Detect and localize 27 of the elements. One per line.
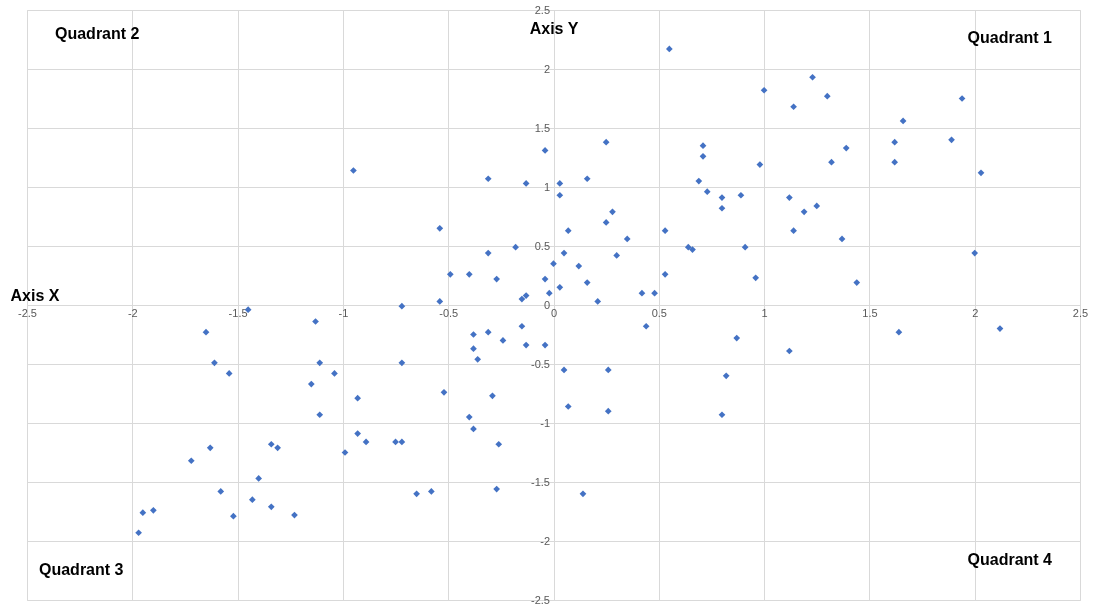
x-tick-label: 2.5 — [1072, 306, 1089, 319]
annotation: Quadrant 2 — [55, 25, 140, 42]
y-tick-label: 1.5 — [534, 121, 550, 134]
y-tick-label: -1 — [540, 416, 550, 429]
y-tick-label: 2.5 — [534, 3, 550, 16]
annotation: Quadrant 1 — [967, 29, 1053, 46]
y-tick-label: -2 — [540, 534, 550, 547]
annotation: Quadrant 4 — [967, 551, 1053, 568]
x-tick-label: -1 — [338, 306, 349, 319]
x-tick-label: 1.5 — [862, 306, 878, 319]
x-tick-label: -2.5 — [18, 306, 37, 319]
x-tick-label: 1 — [761, 306, 768, 319]
y-tick-label: -1.5 — [531, 475, 550, 488]
y-tick-label: 0 — [543, 298, 550, 311]
y-tick-label: -0.5 — [531, 357, 550, 370]
annotation: Quadrant 3 — [39, 561, 124, 578]
y-axis-title: Axis Y — [529, 19, 579, 37]
x-tick-label: 0.5 — [651, 306, 667, 319]
x-tick-label: -0.5 — [439, 306, 459, 319]
y-tick-label: -2.5 — [531, 593, 550, 606]
x-tick-label: -1.5 — [228, 306, 248, 319]
y-tick-label: 1 — [543, 180, 550, 193]
y-tick-label: 2 — [543, 62, 550, 75]
x-tick-label: -2 — [127, 306, 138, 319]
x-tick-label: 2 — [972, 306, 979, 319]
x-axis-title: Axis X — [10, 286, 60, 304]
y-tick-label: 0.5 — [534, 239, 550, 252]
